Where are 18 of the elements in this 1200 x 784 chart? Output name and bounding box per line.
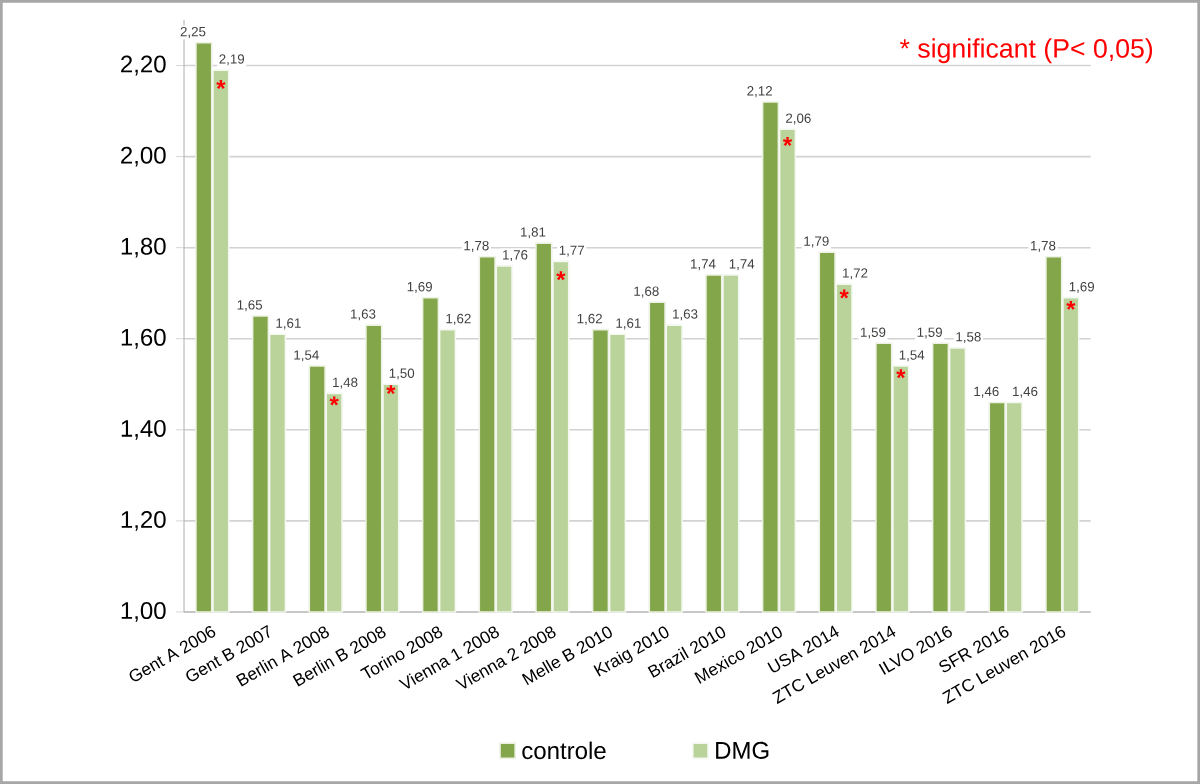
annotation: *: [1066, 300, 1076, 310]
y-tick-label: 2,20: [121, 55, 166, 76]
annotation: *: [216, 80, 226, 89]
legend-label: controle: [522, 741, 606, 760]
y-tick-label: 1,80: [121, 237, 166, 258]
annotation: *: [386, 385, 396, 395]
y-tick-label: 1,00: [121, 602, 166, 622]
annotation: *: [782, 136, 793, 146]
y-tick-label: 2,00: [121, 146, 166, 167]
annotation: *: [329, 396, 339, 406]
y-tick-label: 1,60: [121, 328, 166, 349]
annotation: *: [896, 369, 906, 379]
legend-label: DMG: [716, 741, 769, 759]
y-tick-label: 1,20: [121, 510, 166, 531]
y-tick-label: 1,40: [121, 419, 166, 440]
annotation: *: [556, 271, 566, 281]
annotation: * significant (P< 0,05): [899, 38, 1153, 64]
annotation: *: [839, 289, 849, 299]
